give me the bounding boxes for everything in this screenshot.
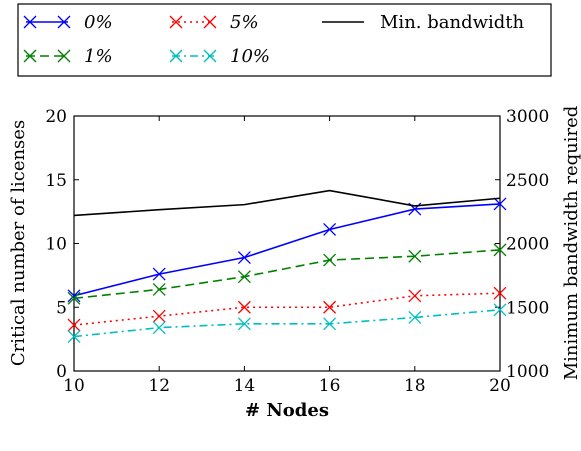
series-3-point [152,321,166,335]
legend-box [17,3,552,77]
x-tick-label: 18 [404,376,426,396]
y2-axis-label: Minimum bandwidth required [561,106,581,381]
x-tick-label: 14 [234,376,256,396]
series-0-point [493,197,507,211]
series-3-point [493,303,507,317]
y2-tick-label: 1000 [506,362,549,382]
series-2-point [323,300,337,314]
series-1-point [237,270,251,284]
y-tick-label: 5 [56,298,67,318]
series-1-point [408,249,422,263]
series-3-point [408,310,422,324]
x-axis-label: # Nodes [245,400,329,421]
legend-marker [169,49,183,63]
y2-tick-label: 2000 [506,235,549,255]
legend-entry: 5% [169,12,259,33]
series-4-line [73,189,501,217]
series-0-point [152,267,166,281]
series-0-point [237,251,251,264]
series-0-point [323,223,337,236]
legend-marker [23,15,37,29]
legend-marker [203,15,217,29]
y-tick-label: 0 [56,362,67,382]
legend-label: 1% [84,46,113,67]
series-2-point [67,318,81,332]
series-0-point [67,289,81,303]
y2-tick-label: 2500 [506,171,549,191]
legend-label: 10% [230,46,270,67]
legend-marker [203,49,217,63]
y-tick-label: 15 [45,171,67,191]
series-1-point [493,243,507,257]
y-tick-label: 20 [45,107,67,127]
legend-entry: 1% [23,46,113,67]
legend-marker [23,49,37,63]
legend-entry: 0% [23,12,113,33]
legend-marker [57,49,71,63]
series-2-point [237,300,251,314]
legend-entry: Min. bandwidth [322,12,525,33]
series-0-line [73,203,501,297]
series-3-point [323,317,337,331]
series-3-line [73,309,501,338]
y-axis-label: Critical number of licenses [8,120,29,366]
legend-marker [169,15,183,29]
legend: 0% 1% 5% 10% Min. bandwidth [17,3,552,77]
legend-marker [57,15,71,29]
legend-label: Min. bandwidth [380,12,525,33]
series-3-point [67,330,81,344]
series-1-point [323,253,337,267]
x-tick-label: 16 [319,376,341,396]
legend-label: 5% [230,12,259,33]
legend-label: 0% [84,12,113,33]
x-tick-label: 12 [148,376,170,396]
series-3-point [237,317,251,331]
x-tick-label: 20 [489,376,511,396]
y2-tick-label: 1500 [506,298,549,318]
series-2-point [493,286,507,300]
series-1-point [67,291,81,305]
series-1-line [73,249,501,300]
series-1-point [152,282,166,296]
series-2-point [408,289,422,303]
x-tick-label: 10 [63,376,85,396]
series-2-line [73,292,501,326]
series-2-point [152,309,166,323]
y2-tick-label: 3000 [506,107,549,127]
y-tick-label: 10 [45,235,67,255]
legend-entry: 10% [169,46,270,67]
